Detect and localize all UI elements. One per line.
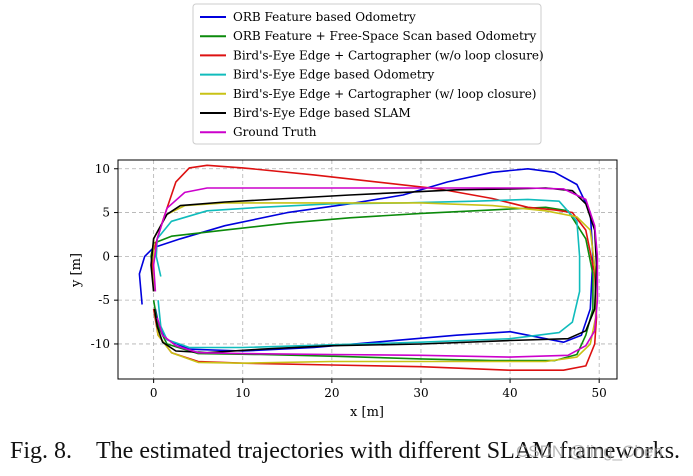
y-tick-label-0: 10: [95, 162, 110, 176]
y-tick-label-1: 5: [102, 206, 110, 220]
x-tick-label-0: 0: [150, 386, 158, 400]
x-tick-label-1: 10: [235, 386, 250, 400]
series-lines: [138, 164, 599, 371]
x-tick-label-4: 40: [502, 386, 517, 400]
watermark: CSDN @ling_Chen: [516, 442, 663, 461]
caption-label: Fig. 8.: [10, 438, 73, 464]
legend-label-5: Bird's-Eye Edge based SLAM: [233, 106, 411, 120]
legend-label-0: ORB Feature based Odometry: [233, 10, 416, 24]
caption-text: The estimated trajectories with differen…: [96, 438, 681, 464]
x-axis-label: x [m]: [350, 405, 384, 420]
y-tick-label-2: 0: [102, 249, 110, 263]
x-tick-label-5: 50: [592, 386, 607, 400]
legend: ORB Feature based Odometry ORB Feature + …: [200, 10, 544, 139]
series-line-2: [151, 164, 598, 371]
y-tick-label-4: -10: [91, 337, 110, 351]
series-line-5: [150, 187, 598, 354]
legend-label-3: Bird's-Eye Edge based Odometry: [233, 68, 434, 82]
legend-box: [192, 3, 542, 145]
y-axis-label: y [m]: [69, 253, 84, 288]
legend-label-1: ORB Feature + Free-Space Scan based Odom…: [233, 29, 537, 43]
figure-caption: Fig. 8. The estimated trajectories with d…: [10, 438, 690, 470]
legend-label-6: Ground Truth: [233, 125, 317, 139]
x-tick-label-2: 20: [324, 386, 339, 400]
plot-area: [118, 160, 617, 379]
series-line-6: [152, 187, 599, 358]
x-tick-label-3: 30: [413, 386, 428, 400]
y-tick-label-3: -5: [98, 293, 110, 307]
series-line-3: [155, 198, 581, 349]
legend-label-2: Bird's-Eye Edge + Cartographer (w/o loop…: [233, 48, 544, 62]
axes-frame: [117, 159, 618, 380]
legend-label-4: Bird's-Eye Edge + Cartographer (w/ loop …: [233, 87, 537, 101]
